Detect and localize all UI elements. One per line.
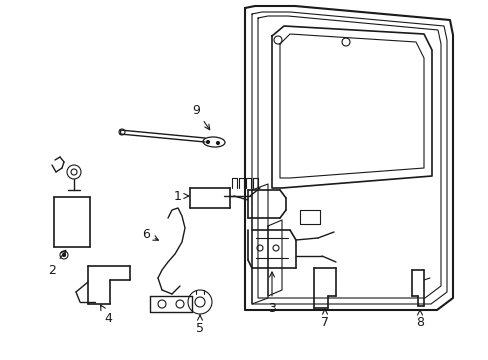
Text: 8: 8 — [415, 310, 423, 328]
Text: 4: 4 — [101, 305, 112, 324]
Circle shape — [62, 253, 65, 256]
Text: 5: 5 — [196, 315, 203, 334]
Text: 3: 3 — [267, 272, 275, 315]
Text: 6: 6 — [142, 228, 158, 240]
Text: 1: 1 — [174, 189, 188, 202]
Text: 7: 7 — [320, 309, 328, 328]
Text: 9: 9 — [192, 104, 209, 130]
Text: 2: 2 — [48, 250, 65, 276]
Circle shape — [216, 141, 219, 144]
Circle shape — [206, 140, 209, 144]
